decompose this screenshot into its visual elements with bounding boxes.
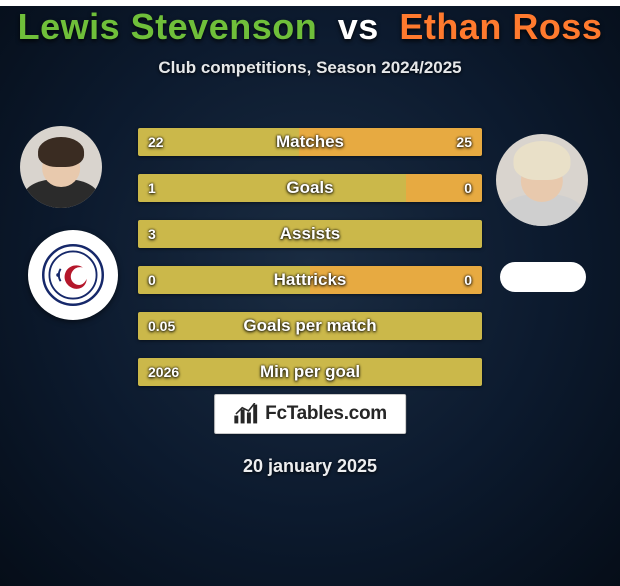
title-player2: Ethan Ross xyxy=(399,6,602,47)
stat-value-left: 22 xyxy=(148,134,164,150)
content: Lewis Stevenson vs Ethan Ross Club compe… xyxy=(0,6,620,586)
stat-label: Hattricks xyxy=(274,270,347,290)
stat-value-right: 25 xyxy=(456,134,472,150)
stat-label: Min per goal xyxy=(260,362,360,382)
bars-icon xyxy=(233,403,259,425)
title-player1: Lewis Stevenson xyxy=(18,6,318,47)
stat-value-left: 0 xyxy=(148,272,156,288)
stat-value-left: 2026 xyxy=(148,364,179,380)
stat-row: 2026 Min per goal xyxy=(138,358,482,386)
club-badge-icon xyxy=(42,244,104,306)
stat-value-right: 0 xyxy=(464,272,472,288)
stat-value-right: 0 xyxy=(464,180,472,196)
player2-avatar xyxy=(496,134,588,226)
player1-avatar xyxy=(20,126,102,208)
subtitle: Club competitions, Season 2024/2025 xyxy=(0,58,620,78)
stat-row: 0 0 Hattricks xyxy=(138,266,482,294)
stat-label: Matches xyxy=(276,132,344,152)
stat-value-left: 0.05 xyxy=(148,318,175,334)
player1-club-badge xyxy=(28,230,118,320)
date-text: 20 january 2025 xyxy=(243,456,377,477)
stat-label: Goals xyxy=(286,178,333,198)
title-vs: vs xyxy=(328,6,389,47)
stat-label: Assists xyxy=(280,224,340,244)
player2-club-badge xyxy=(500,262,586,292)
stat-label: Goals per match xyxy=(243,316,376,336)
stat-row: 0.05 Goals per match xyxy=(138,312,482,340)
stat-value-left: 3 xyxy=(148,226,156,242)
stat-bars: 22 25 Matches 1 0 Goals 3 Assists 0 0 Hattricks 0.0… xyxy=(138,128,482,404)
stat-row: 22 25 Matches xyxy=(138,128,482,156)
stat-row: 3 Assists xyxy=(138,220,482,248)
stat-value-left: 1 xyxy=(148,180,156,196)
brand-badge: FcTables.com xyxy=(214,394,406,434)
page-title: Lewis Stevenson vs Ethan Ross xyxy=(0,6,620,48)
stat-row: 1 0 Goals xyxy=(138,174,482,202)
brand-text: FcTables.com xyxy=(265,403,387,425)
